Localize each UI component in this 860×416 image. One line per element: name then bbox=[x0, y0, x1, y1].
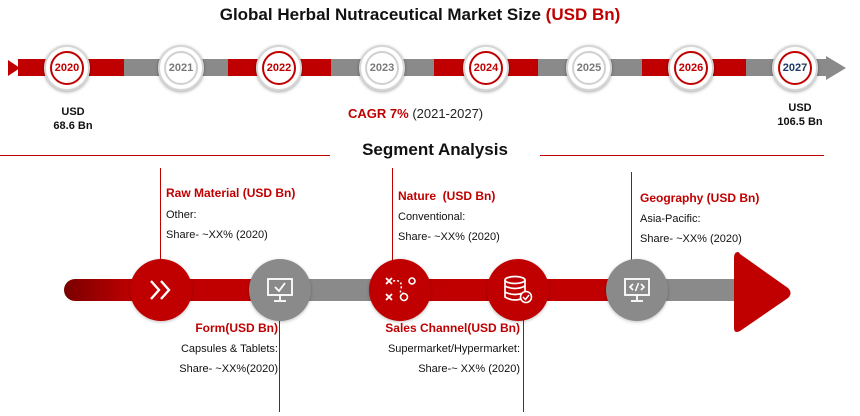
start-value: USD 68.6 Bn bbox=[38, 105, 108, 133]
segment-line: Share-~ XX% (2020) bbox=[418, 363, 520, 375]
segment-heading: Geography (USD Bn) bbox=[640, 191, 760, 205]
segment-form: Form(USD Bn) Capsules & Tablets: Share- … bbox=[160, 321, 278, 375]
segment-sales-channel: Sales Channel(USD Bn) Supermarket/Hyperm… bbox=[352, 321, 520, 375]
segment-bar-tail bbox=[64, 279, 134, 301]
segment-heading: Nature (USD Bn) bbox=[398, 189, 496, 203]
cagr-text: CAGR 7% (2021-2027) bbox=[348, 106, 483, 121]
cagr-period: (2021-2027) bbox=[412, 106, 484, 121]
year-label: 2023 bbox=[365, 51, 399, 85]
connector-raw-material bbox=[160, 168, 161, 262]
year-label: 2020 bbox=[50, 51, 84, 85]
segment-geography: Geography (USD Bn) Asia-Pacific: Share- … bbox=[640, 191, 759, 245]
segment-heading: Raw Material (USD Bn) bbox=[166, 186, 296, 200]
timeline-end-arrow bbox=[826, 56, 846, 80]
year-label: 2025 bbox=[572, 51, 606, 85]
start-value-amount: 68.6 Bn bbox=[53, 120, 93, 132]
segment-node-nature bbox=[369, 259, 431, 321]
year-node-2024: 2024 bbox=[463, 45, 509, 91]
segment-heading: Form(USD Bn) bbox=[195, 321, 278, 335]
segment-node-form bbox=[249, 259, 311, 321]
timeline-start-arrow bbox=[8, 60, 20, 76]
connector-sales-channel bbox=[523, 320, 524, 412]
year-label: 2026 bbox=[674, 51, 708, 85]
segment-heading: Sales Channel(USD Bn) bbox=[385, 321, 520, 335]
end-value-unit: USD bbox=[788, 102, 812, 114]
segment-line: Supermarket/Hypermarket: bbox=[387, 343, 520, 355]
strategy-icon bbox=[385, 277, 416, 302]
segment-line: Share- ~XX% (2020) bbox=[640, 233, 742, 245]
segment-bar-arrowhead bbox=[734, 252, 791, 332]
year-node-2027: 2027 bbox=[772, 45, 818, 91]
segment-nature: Nature (USD Bn) Conventional: Share- ~XX… bbox=[398, 189, 500, 243]
monitor-code-icon bbox=[624, 278, 650, 302]
segment-line: Other: bbox=[166, 209, 197, 221]
segment-line: Conventional: bbox=[398, 211, 466, 223]
year-node-2026: 2026 bbox=[668, 45, 714, 91]
segment-node-raw-material bbox=[130, 259, 192, 321]
end-value: USD 106.5 Bn bbox=[765, 101, 835, 129]
segment-node-geography bbox=[606, 259, 668, 321]
year-node-2022: 2022 bbox=[256, 45, 302, 91]
year-label: 2027 bbox=[778, 51, 812, 85]
year-label: 2024 bbox=[469, 51, 503, 85]
year-node-2023: 2023 bbox=[359, 45, 405, 91]
year-label: 2021 bbox=[164, 51, 198, 85]
start-value-unit: USD bbox=[61, 106, 85, 118]
year-label: 2022 bbox=[262, 51, 296, 85]
double-chevron-right-icon bbox=[150, 280, 171, 300]
divider-left bbox=[0, 155, 332, 156]
segment-line: Share- ~XX% (2020) bbox=[398, 231, 500, 243]
segment-line: Asia-Pacific: bbox=[640, 213, 701, 225]
connector-nature bbox=[392, 168, 393, 262]
end-value-amount: 106.5 Bn bbox=[777, 116, 823, 128]
segment-line: Share- ~XX%(2020) bbox=[179, 363, 278, 375]
year-node-2021: 2021 bbox=[158, 45, 204, 91]
segment-line: Capsules & Tablets: bbox=[180, 343, 278, 355]
title-main: Global Herbal Nutraceutical Market Size bbox=[219, 5, 541, 24]
title-unit: (USD Bn) bbox=[545, 5, 621, 24]
segment-node-sales-channel bbox=[487, 259, 549, 321]
segment-analysis-title: Segment Analysis bbox=[330, 140, 540, 160]
connector-form bbox=[279, 320, 280, 412]
divider-right bbox=[538, 155, 824, 156]
monitor-check-icon bbox=[267, 278, 293, 302]
connector-geography bbox=[631, 172, 632, 262]
year-node-2020: 2020 bbox=[44, 45, 90, 91]
database-check-icon bbox=[504, 275, 533, 304]
segment-raw-material: Raw Material (USD Bn) Other: Share- ~XX%… bbox=[166, 186, 295, 241]
segment-line: Share- ~XX% (2020) bbox=[166, 229, 268, 241]
cagr-label: CAGR 7% bbox=[348, 106, 409, 121]
chart-title: Global Herbal Nutraceutical Market Size … bbox=[0, 5, 840, 25]
year-node-2025: 2025 bbox=[566, 45, 612, 91]
